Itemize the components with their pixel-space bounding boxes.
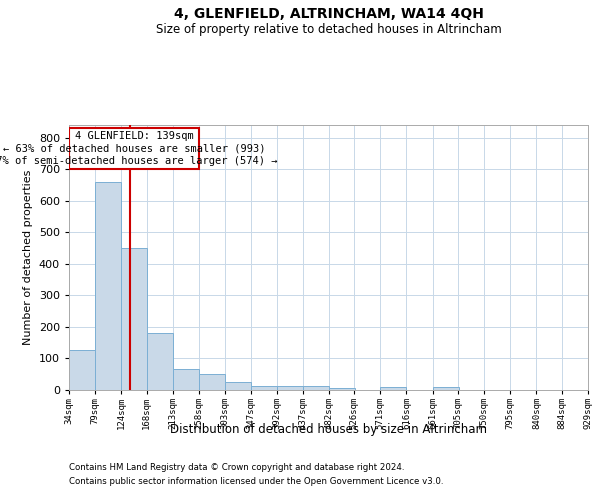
Bar <box>173 370 199 390</box>
Bar <box>95 182 121 390</box>
Y-axis label: Number of detached properties: Number of detached properties <box>23 170 33 345</box>
Bar <box>302 386 329 390</box>
Bar <box>147 333 173 390</box>
Bar <box>433 388 458 390</box>
Bar <box>380 388 406 390</box>
Bar <box>329 388 355 390</box>
FancyBboxPatch shape <box>69 128 199 169</box>
Text: Contains HM Land Registry data © Crown copyright and database right 2024.: Contains HM Land Registry data © Crown c… <box>69 462 404 471</box>
Bar <box>121 248 147 390</box>
Text: Distribution of detached houses by size in Altrincham: Distribution of detached houses by size … <box>170 422 487 436</box>
Text: Contains public sector information licensed under the Open Government Licence v3: Contains public sector information licen… <box>69 478 443 486</box>
Bar <box>251 386 277 390</box>
Text: 4, GLENFIELD, ALTRINCHAM, WA14 4QH: 4, GLENFIELD, ALTRINCHAM, WA14 4QH <box>174 8 484 22</box>
Text: Size of property relative to detached houses in Altrincham: Size of property relative to detached ho… <box>156 22 502 36</box>
Text: 37% of semi-detached houses are larger (574) →: 37% of semi-detached houses are larger (… <box>0 156 278 166</box>
Bar <box>69 350 95 390</box>
Bar <box>199 374 225 390</box>
Bar <box>225 382 251 390</box>
Text: 4 GLENFIELD: 139sqm: 4 GLENFIELD: 139sqm <box>74 130 193 140</box>
Text: ← 63% of detached houses are smaller (993): ← 63% of detached houses are smaller (99… <box>2 144 265 154</box>
Bar <box>277 386 302 390</box>
